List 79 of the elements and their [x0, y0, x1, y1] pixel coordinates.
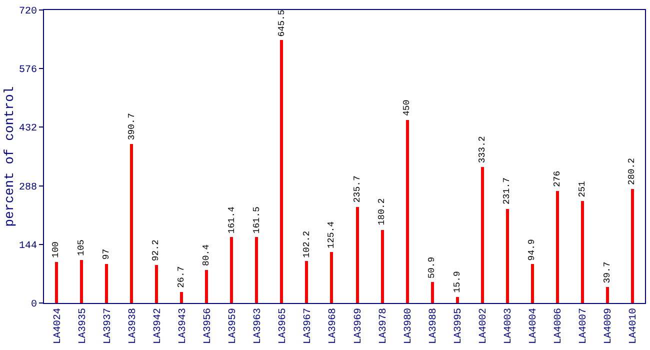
data-label: 450 [402, 100, 412, 116]
x-tick-label: LA3969 [353, 308, 364, 344]
data-label: 39.7 [602, 262, 613, 284]
y-tick-label: 432 [18, 124, 37, 135]
data-label: 100 [51, 242, 62, 258]
data-label: 97 [102, 248, 112, 260]
bar [481, 167, 484, 303]
bar [406, 120, 409, 303]
y-tick-label: 288 [18, 182, 37, 194]
data-label: 180.2 [376, 198, 387, 226]
x-tick-label: LA4003 [504, 308, 515, 344]
x-tick-label: LA3942 [152, 308, 164, 344]
x-tick-label: LA4007 [578, 308, 590, 344]
x-tick-label: LA3968 [328, 308, 340, 344]
data-label: 50.9 [426, 256, 437, 278]
bar [606, 287, 609, 303]
data-label: 280.2 [627, 158, 638, 185]
bar [581, 201, 584, 303]
bar [506, 209, 509, 303]
x-tick-label: LA3978 [378, 308, 390, 344]
data-label: 333.2 [477, 136, 488, 164]
bar [330, 252, 333, 303]
data-label: 125.4 [326, 221, 337, 248]
data-label: 390.7 [127, 113, 138, 140]
bar [255, 237, 258, 303]
bar [80, 260, 83, 303]
x-tick-label: LA3938 [128, 308, 139, 344]
x-tick-label: LA3965 [278, 308, 290, 344]
bar [230, 237, 233, 303]
data-label: 102.2 [302, 230, 312, 258]
y-tick-label: 576 [18, 65, 37, 76]
bar [205, 270, 208, 303]
x-tick-label: LA3935 [78, 308, 89, 344]
data-label: 231.7 [502, 177, 512, 204]
y-axis-title: percent of control [2, 86, 17, 227]
data-label: 251 [578, 181, 588, 198]
y-tick-label: 0 [30, 300, 37, 310]
x-tick-label: LA4009 [604, 308, 615, 344]
bar [55, 262, 58, 303]
bar [180, 292, 183, 303]
data-label: 276 [552, 170, 563, 188]
data-label: 92.2 [151, 240, 162, 262]
y-tick-label: 720 [18, 6, 37, 18]
x-tick-label: LA3988 [428, 308, 440, 344]
data-label: 235.7 [352, 176, 362, 203]
data-label: 26.7 [176, 266, 187, 288]
data-label: 94.9 [526, 239, 537, 261]
bar [130, 144, 133, 303]
x-tick-label: LA3963 [253, 308, 264, 344]
x-tick-label: LA4004 [528, 308, 540, 344]
bar [531, 264, 534, 303]
bar [105, 264, 108, 303]
bar [631, 189, 634, 303]
bar [280, 40, 283, 303]
x-tick-label: LA4006 [554, 308, 565, 344]
x-tick-label: LA4010 [628, 308, 640, 344]
data-label: 161.4 [226, 206, 237, 234]
x-tick-label: LA3943 [178, 308, 189, 344]
x-tick-label: LA3937 [102, 308, 114, 344]
bar [456, 297, 459, 303]
x-tick-label: LA3956 [203, 308, 214, 344]
x-tick-label: LA4024 [52, 308, 64, 344]
bar [305, 261, 308, 303]
data-label: 161.5 [252, 206, 262, 234]
x-tick-label: LA3980 [403, 308, 414, 344]
bar [431, 282, 434, 303]
bar [356, 207, 359, 303]
bar [381, 230, 384, 303]
y-tick-label: 144 [18, 240, 37, 252]
x-tick-label: LA3967 [303, 308, 314, 344]
bar [155, 265, 158, 303]
x-tick-label: LA3995 [453, 308, 464, 344]
data-label: 645.5 [277, 10, 288, 37]
x-tick-label: LA3959 [228, 308, 240, 344]
data-label: 105 [76, 240, 86, 256]
x-tick-label: LA4002 [478, 308, 490, 344]
bar [556, 191, 559, 303]
data-label: 15.9 [452, 271, 463, 293]
data-label: 80.4 [201, 244, 212, 266]
